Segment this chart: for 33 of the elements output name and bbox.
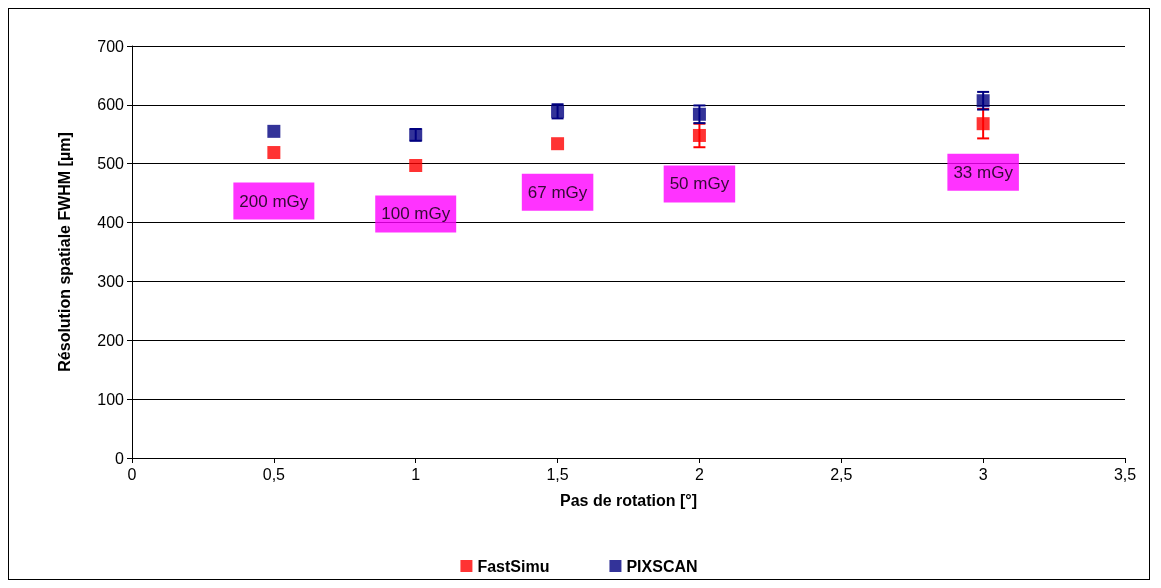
x-tick-label: 1,5 xyxy=(546,465,569,483)
x-tick-label: 0 xyxy=(127,465,137,483)
legend-label: PIXSCAN xyxy=(626,557,698,575)
x-tick-label: 2 xyxy=(694,465,704,483)
y-tick-label: 600 xyxy=(97,96,125,114)
y-axis-title: Résolution spatiale FWHM [µm] xyxy=(55,132,73,372)
y-tick-label: 200 xyxy=(97,331,125,349)
y-tick-label: 0 xyxy=(115,449,125,467)
x-tick-label: 3,5 xyxy=(1113,465,1137,483)
point xyxy=(692,128,706,142)
x-tick-label: 0,5 xyxy=(262,465,286,483)
annotation: 200 mGy xyxy=(239,191,309,211)
y-tick-label: 400 xyxy=(97,214,125,232)
y-tick-label: 700 xyxy=(97,37,125,55)
point xyxy=(551,137,565,151)
point xyxy=(267,124,281,138)
annotation: 33 mGy xyxy=(953,162,1014,182)
annotation: 50 mGy xyxy=(669,174,730,194)
point xyxy=(692,107,706,121)
point xyxy=(976,94,990,108)
x-axis-title: Pas de rotation [°] xyxy=(559,491,698,509)
x-tick-label: 3 xyxy=(978,465,988,483)
point xyxy=(976,117,990,131)
y-tick-label: 500 xyxy=(97,155,125,173)
legend-label: FastSimu xyxy=(477,557,550,575)
annotation: 100 mGy xyxy=(381,204,451,224)
y-tick-label: 300 xyxy=(97,272,125,290)
point xyxy=(409,158,423,172)
x-tick-label: 1 xyxy=(411,465,421,483)
x-tick-label: 2,5 xyxy=(830,465,853,483)
y-tick-label: 100 xyxy=(97,390,125,408)
annotation: 67 mGy xyxy=(527,182,588,202)
point xyxy=(267,146,281,160)
